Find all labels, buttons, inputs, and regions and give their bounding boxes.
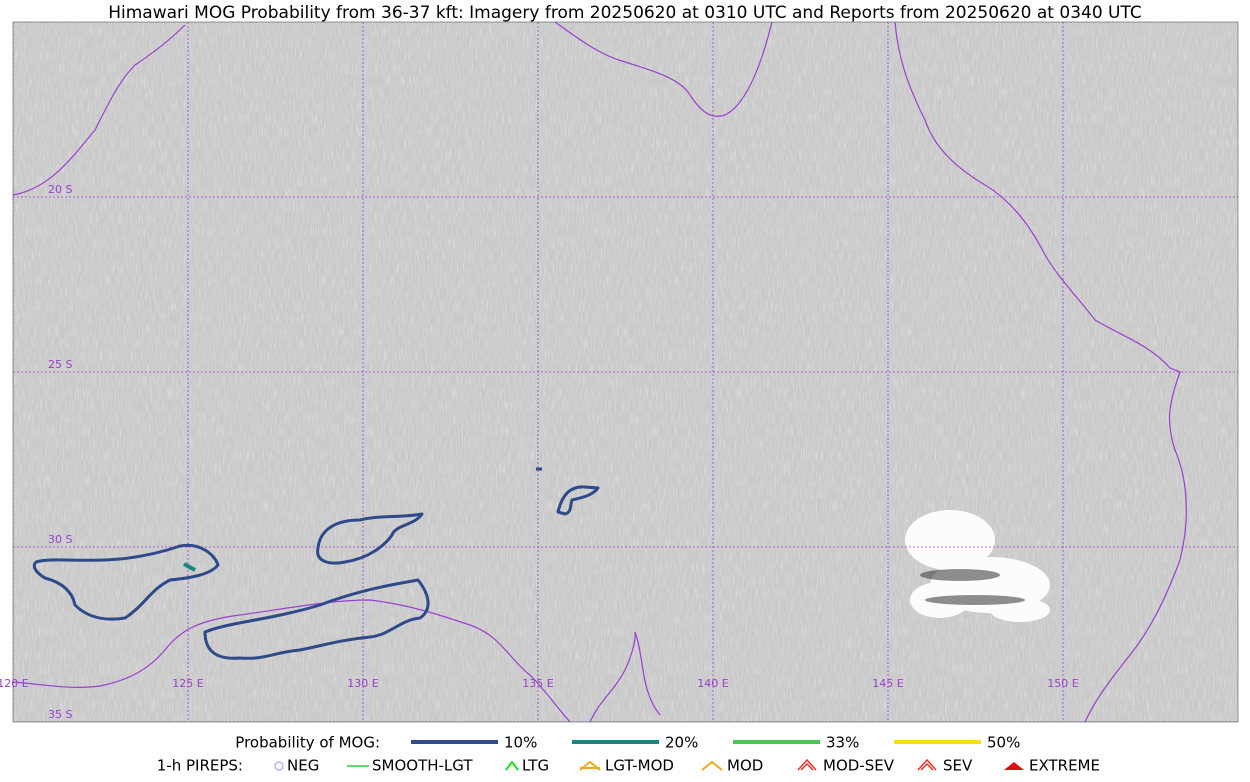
- map-area: [13, 22, 1238, 722]
- map-frame: [12, 21, 1239, 723]
- legend-label: 33%: [826, 734, 859, 752]
- pirep-icon: [701, 760, 723, 771]
- legend-label: LGT-MOD: [605, 757, 674, 775]
- legend-label: 20%: [665, 734, 698, 752]
- lon-label: 145 E: [872, 677, 903, 690]
- lon-label: 135 E: [522, 677, 553, 690]
- legend-label: SMOOTH-LGT: [372, 757, 473, 775]
- legend-title: 1-h PIREPS:: [157, 757, 243, 775]
- contour: [316, 512, 424, 565]
- coastline: [554, 22, 773, 117]
- coastline: [894, 22, 1187, 722]
- legend-label: EXTREME: [1029, 757, 1100, 775]
- lat-label: 30 S: [48, 533, 72, 546]
- pirep-icon: [1004, 762, 1024, 770]
- contour: [556, 485, 600, 516]
- legend-label: 10%: [504, 734, 537, 752]
- pirep-icon: [274, 761, 284, 771]
- lon-label: 120 E: [0, 677, 29, 690]
- legend-label: LTG: [522, 757, 549, 775]
- coastline: [589, 631, 661, 722]
- contour-20: [183, 562, 196, 572]
- coastline: [13, 599, 571, 722]
- contour: [203, 578, 430, 660]
- legend-label: MOD: [727, 757, 763, 775]
- lat-label: 25 S: [48, 358, 72, 371]
- pirep-icon: [797, 758, 817, 771]
- coastline: [13, 24, 186, 196]
- title: Himawari MOG Probability from 36-37 kft:…: [108, 3, 1142, 23]
- legend: Probability of MOG: 10% 20% 33% 50% 1-h PIREP…: [157, 734, 1100, 775]
- lon-label: 130 E: [347, 677, 378, 690]
- contour: [32, 543, 220, 621]
- lat-label: 35 S: [48, 708, 72, 721]
- lat-label: 20 S: [48, 183, 72, 196]
- lon-label: 150 E: [1047, 677, 1078, 690]
- legend-label: SEV: [943, 757, 973, 775]
- pirep-icon: [579, 760, 601, 771]
- legend-label: MOD-SEV: [823, 757, 895, 775]
- legend-label: 50%: [987, 734, 1020, 752]
- pirep-icon: [505, 760, 519, 771]
- legend-label: NEG: [287, 757, 319, 775]
- pirep-icon: [917, 758, 937, 771]
- legend-title: Probability of MOG:: [235, 734, 380, 752]
- graticule: [13, 22, 1238, 722]
- lon-label: 125 E: [172, 677, 203, 690]
- lon-label: 140 E: [697, 677, 728, 690]
